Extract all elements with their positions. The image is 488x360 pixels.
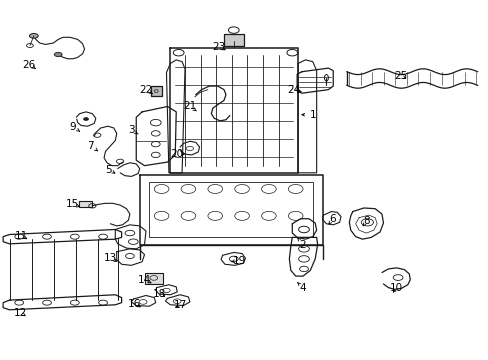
Text: 14: 14 <box>138 275 151 285</box>
Text: 20: 20 <box>170 149 183 159</box>
Text: 3: 3 <box>128 125 134 135</box>
Bar <box>144 273 163 284</box>
Text: 26: 26 <box>22 59 36 69</box>
Bar <box>151 86 161 96</box>
Bar <box>224 34 243 46</box>
Text: 5: 5 <box>105 165 112 175</box>
Text: 10: 10 <box>389 283 403 293</box>
Ellipse shape <box>29 33 38 38</box>
Text: 15: 15 <box>66 199 80 210</box>
Text: 24: 24 <box>287 85 300 95</box>
Text: 2: 2 <box>299 239 305 249</box>
Text: 12: 12 <box>14 308 27 318</box>
Text: 13: 13 <box>103 253 117 263</box>
Text: 7: 7 <box>87 141 94 151</box>
Text: 19: 19 <box>232 256 246 266</box>
Text: 8: 8 <box>363 216 369 226</box>
Text: 9: 9 <box>69 122 76 132</box>
Text: 21: 21 <box>183 102 196 112</box>
Text: 18: 18 <box>152 289 165 299</box>
Text: 25: 25 <box>393 71 407 81</box>
Ellipse shape <box>83 118 88 121</box>
Text: 23: 23 <box>212 42 225 51</box>
Text: 22: 22 <box>139 85 152 95</box>
Bar <box>79 201 92 207</box>
Text: 17: 17 <box>173 300 186 310</box>
Ellipse shape <box>54 52 62 57</box>
Text: 11: 11 <box>15 231 28 240</box>
Text: 16: 16 <box>128 299 141 309</box>
Text: 1: 1 <box>309 110 315 120</box>
Text: 6: 6 <box>328 215 335 224</box>
Text: 4: 4 <box>299 283 305 293</box>
Bar <box>149 182 312 237</box>
